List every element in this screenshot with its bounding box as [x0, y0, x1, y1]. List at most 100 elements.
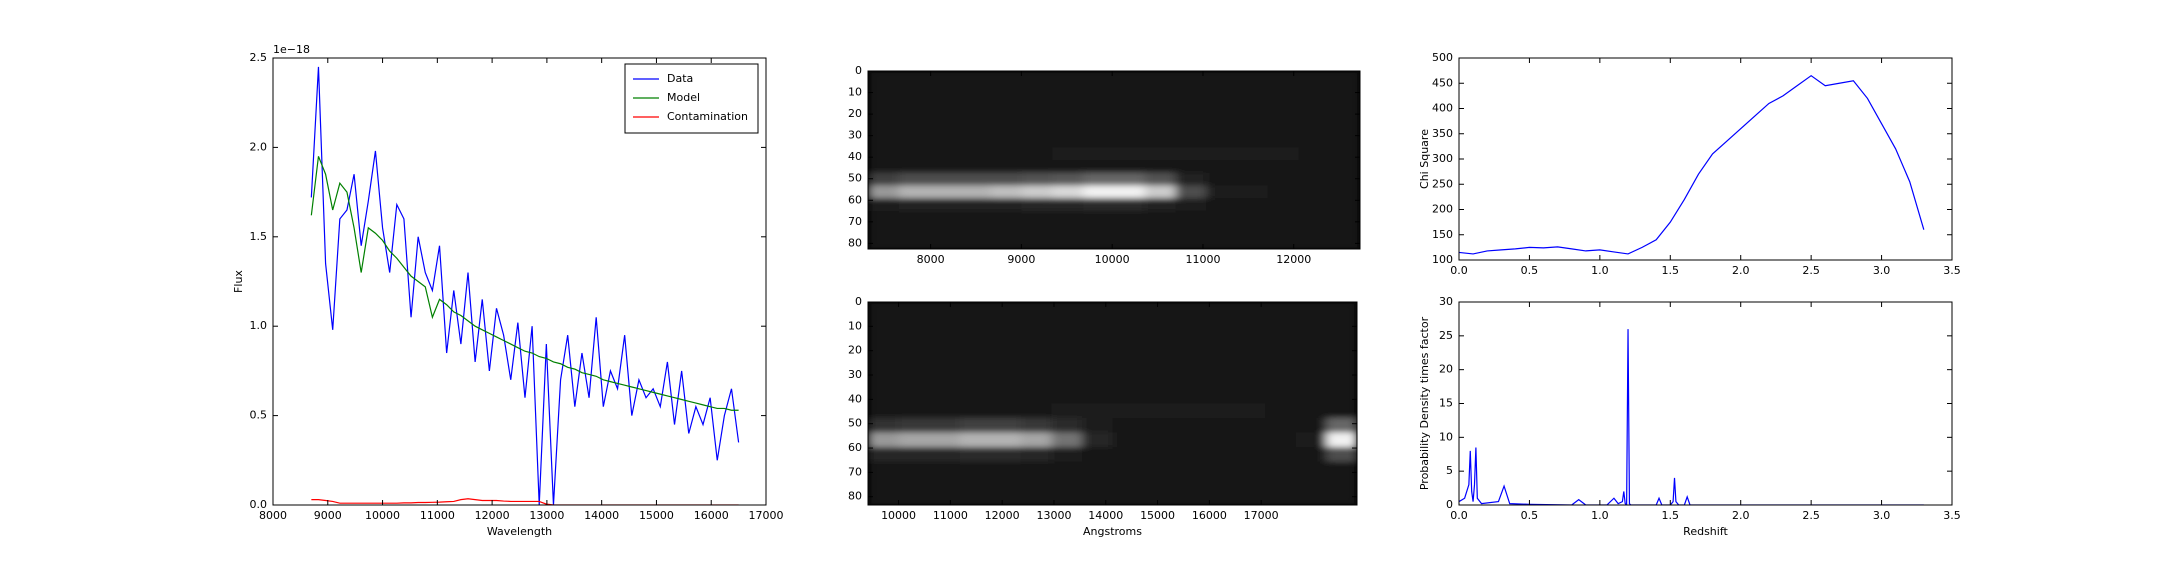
image-cell	[1295, 316, 1327, 332]
image-cell	[1173, 461, 1205, 477]
image-cell	[1204, 461, 1236, 477]
image-cell	[1021, 96, 1053, 110]
image-cell	[1114, 198, 1146, 212]
image-cell	[929, 302, 961, 317]
image-cell	[1114, 185, 1146, 199]
image-cell	[868, 476, 900, 491]
x-tick-label: 3.5	[1943, 509, 1961, 522]
image-cell	[1298, 210, 1330, 225]
image-cell	[1081, 403, 1113, 419]
image-cell	[1114, 172, 1146, 186]
image-cell	[1083, 134, 1115, 148]
image-cell	[1295, 476, 1327, 491]
image-cell	[960, 134, 992, 148]
y-tick-label: 80	[848, 490, 862, 503]
image-cell	[1021, 198, 1053, 212]
image-cell	[1020, 447, 1052, 462]
image-cell	[1144, 96, 1176, 110]
image-cell	[1234, 316, 1266, 332]
image-cell	[1020, 418, 1052, 433]
image-cell	[868, 360, 900, 375]
image-cell	[1112, 331, 1144, 346]
image-cell	[1265, 447, 1297, 462]
image-cell	[1326, 374, 1357, 390]
image-cell	[1265, 432, 1297, 448]
image-cell	[1081, 345, 1113, 361]
image-cell	[960, 71, 992, 85]
image-cell	[898, 461, 930, 477]
image-cell	[959, 345, 991, 361]
image-cell	[929, 403, 961, 419]
x-tick-label: 16000	[694, 509, 729, 522]
image-cell	[898, 185, 930, 199]
image-cell	[1267, 134, 1299, 148]
image-cell	[1234, 374, 1266, 390]
image-cell	[960, 83, 992, 97]
image-cell	[898, 476, 930, 491]
image-cell	[1052, 83, 1084, 97]
image-cell	[929, 389, 961, 404]
image-cell	[959, 316, 991, 332]
x-tick-label: 10000	[881, 509, 916, 522]
image-cell	[868, 83, 900, 97]
image-cell	[1112, 345, 1144, 361]
image-cell	[1329, 172, 1360, 186]
y-tick-label: 40	[848, 392, 862, 405]
image-cell	[1114, 83, 1146, 97]
image-cell	[1051, 461, 1083, 477]
x-tick-label: 11000	[933, 509, 968, 522]
image-cell	[1020, 331, 1052, 346]
image-cell	[1175, 236, 1207, 249]
image-cell	[1021, 236, 1053, 249]
y-axis-label: Flux	[232, 270, 245, 293]
image-cell	[990, 360, 1022, 375]
image-cell	[1329, 71, 1360, 85]
image-cell	[1204, 476, 1236, 491]
image-cell	[1020, 302, 1052, 317]
image-cell	[929, 360, 961, 375]
image-cell	[1267, 83, 1299, 97]
image-cell	[1298, 185, 1330, 199]
image-cell	[1144, 121, 1176, 136]
image-cell	[1081, 432, 1113, 448]
y-tick-label: 20	[848, 107, 862, 120]
image-cell	[1143, 345, 1175, 361]
image-cell	[868, 172, 900, 186]
image-cell	[1237, 172, 1269, 186]
image-cell	[1081, 476, 1113, 491]
image-cell	[1267, 147, 1299, 161]
image-cell	[1234, 389, 1266, 404]
image-cell	[929, 447, 961, 462]
image-cell	[1234, 432, 1266, 448]
line	[1459, 329, 1924, 505]
image-cell	[929, 71, 961, 85]
image-cell	[1267, 236, 1299, 249]
image-cell	[1267, 109, 1299, 123]
image-cell	[959, 476, 991, 491]
image-cell	[1051, 316, 1083, 332]
image-cell	[1206, 109, 1238, 123]
image-cell	[1265, 374, 1297, 390]
x-tick-label: 15000	[1140, 509, 1175, 522]
image-cell	[1326, 316, 1357, 332]
image-cell	[898, 71, 930, 85]
image-cell	[991, 185, 1023, 199]
image-cell	[1298, 223, 1330, 237]
image-cell	[1144, 185, 1176, 199]
image-cell	[959, 461, 991, 477]
image-cell	[1081, 374, 1113, 390]
image-cell	[1295, 389, 1327, 404]
x-tick-label: 0.0	[1450, 509, 1468, 522]
image-cell	[1175, 185, 1207, 199]
image-cell	[1265, 389, 1297, 404]
image-cell	[898, 121, 930, 136]
image-cell	[898, 83, 930, 97]
image-cell	[960, 210, 992, 225]
plot-area	[1459, 329, 1924, 505]
image-cell	[1298, 109, 1330, 123]
x-tick-label: 1.0	[1591, 264, 1609, 277]
image-cell	[991, 223, 1023, 237]
image-cell	[1204, 316, 1236, 332]
panel: 8000 9000 10000 11000 12000 0 10 20 30 40 50 60 70 80	[848, 64, 1361, 266]
image-cell	[1206, 185, 1238, 199]
